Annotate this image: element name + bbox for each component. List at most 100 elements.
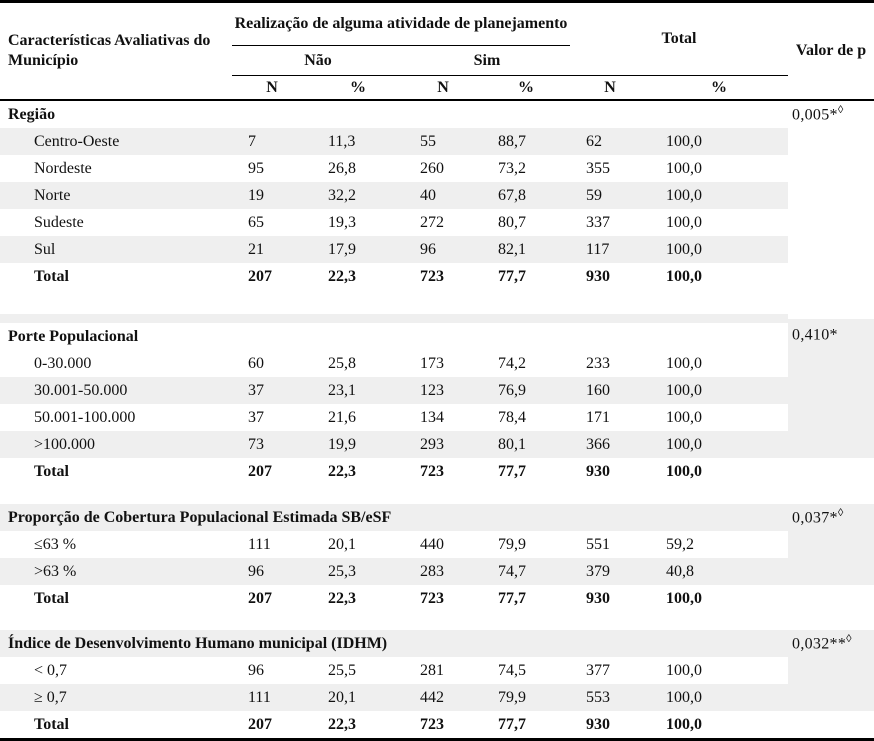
p-value-cell [788, 657, 874, 684]
cell-value: 930 [586, 267, 610, 285]
p-value: 0,005* [792, 106, 838, 124]
section-title: Região [8, 105, 56, 123]
header-row-npct: N % N % N % [0, 75, 874, 101]
table-row: >100.000 73 19,9 293 80,1 366 100,0 [0, 431, 874, 458]
p-column-header: Valor de p [788, 1, 874, 101]
cell-value: 20,1 [328, 535, 356, 553]
row-label: Total [34, 462, 69, 480]
cell-value: 62 [570, 128, 650, 155]
row-label: Norte [0, 182, 232, 209]
cell-value: 76,9 [482, 377, 570, 404]
table-row: ≥ 0,7 111 20,1 442 79,9 553 100,0 [0, 684, 874, 711]
table-row: 50.001-100.000 37 21,6 134 78,4 171 100,0 [0, 404, 874, 431]
cell-value: 95 [248, 159, 264, 177]
p-superscript: ◊ [837, 507, 844, 520]
cell-value: 100,0 [666, 661, 702, 679]
section-spacer [0, 485, 788, 504]
p-value-cell: 0,410* [788, 318, 874, 350]
cell-value: 100,0 [650, 128, 789, 155]
cell-value: 377 [586, 661, 610, 679]
cell-value: 272 [420, 213, 444, 231]
p-value: 0,410* [792, 326, 838, 344]
cell-value: 207 [248, 267, 272, 285]
p-value-cell [788, 711, 874, 740]
cell-value: 55 [404, 128, 482, 155]
p-value-cell: 0,037*◊ [788, 504, 874, 531]
table-row: >63 % 96 25,3 283 74,7 379 40,8 [0, 558, 874, 585]
pct-header: % [482, 75, 570, 101]
cell-value: 22,3 [328, 462, 356, 480]
section-spacer [0, 612, 788, 630]
cell-value: 23,1 [312, 377, 404, 404]
cell-value: 100,0 [666, 267, 702, 285]
p-value-cell: 0,032**◊ [788, 630, 874, 657]
cell-value: 65 [248, 213, 264, 231]
cell-value: 96 [248, 661, 264, 679]
table-row: Sul 21 17,9 96 82,1 117 100,0 [0, 236, 874, 263]
cell-value: 207 [248, 589, 272, 607]
row-label: Total [34, 267, 69, 285]
row-label: >100.000 [0, 431, 232, 458]
spacer-strip [0, 290, 789, 323]
section-spacer-row [0, 290, 874, 323]
total-row: Total 207 22,3 723 77,7 930 100,0 [0, 585, 874, 612]
row-label: Total [34, 715, 69, 733]
row-label: Nordeste [34, 159, 92, 177]
cell-value: 67,8 [482, 182, 570, 209]
row-label: Sul [0, 236, 232, 263]
cell-value: 77,7 [498, 589, 526, 607]
cell-value: 283 [404, 558, 482, 585]
cell-value: 59,2 [666, 535, 694, 553]
section-spacer-row [0, 485, 874, 504]
cell-value: 337 [586, 213, 610, 231]
cell-value: 379 [570, 558, 650, 585]
cell-value: 96 [232, 558, 312, 585]
cell-value: 930 [586, 589, 610, 607]
cell-value: 37 [248, 408, 264, 426]
cell-value: 100,0 [650, 182, 789, 209]
row-label: 50.001-100.000 [34, 408, 136, 426]
p-value-cell [788, 209, 874, 236]
header-row-groups: Características Avaliativas do Município… [0, 1, 874, 101]
section-header-row: Proporção de Cobertura Populacional Esti… [0, 504, 874, 531]
p-value-cell [788, 404, 874, 431]
yes-column-header: Sim [404, 45, 570, 76]
cell-value: 40,8 [650, 558, 789, 585]
cell-value: 111 [248, 535, 271, 553]
cell-value: 281 [420, 661, 444, 679]
row-label: Total [34, 589, 69, 607]
cell-value: 100,0 [666, 408, 702, 426]
table-row: Norte 19 32,2 40 67,8 59 100,0 [0, 182, 874, 209]
section-title: Proporção de Cobertura Populacional Esti… [0, 504, 789, 531]
cell-value: 173 [420, 354, 444, 372]
cell-value: 26,8 [328, 159, 356, 177]
cell-value: 25,3 [312, 558, 404, 585]
pct-header: % [312, 75, 404, 101]
cell-value: 723 [420, 715, 444, 733]
cell-value: 293 [404, 431, 482, 458]
cell-value: 74,7 [482, 558, 570, 585]
cell-value: 260 [420, 159, 444, 177]
cell-value: 25,5 [328, 661, 356, 679]
p-value-cell [788, 684, 874, 711]
cell-value: 82,1 [482, 236, 570, 263]
table-row: < 0,7 96 25,5 281 74,5 377 100,0 [0, 657, 874, 684]
table-row: ≤63 % 111 20,1 440 79,9 551 59,2 [0, 531, 874, 558]
n-header: N [232, 75, 312, 101]
cell-value: 100,0 [650, 236, 789, 263]
cell-value: 74,5 [498, 661, 526, 679]
cell-value: 21 [232, 236, 312, 263]
cell-value: 553 [570, 684, 650, 711]
p-value-cell [788, 431, 874, 458]
cell-value: 73,2 [498, 159, 526, 177]
row-label: ≤63 % [34, 535, 77, 553]
section-header-row: Índice de Desenvolvimento Humano municip… [0, 630, 874, 657]
cell-value: 111 [232, 684, 312, 711]
row-label: < 0,7 [34, 661, 68, 679]
cell-value: 74,2 [498, 354, 526, 372]
n-header: N [570, 75, 650, 101]
cell-value: 207 [248, 462, 272, 480]
no-column-header: Não [232, 45, 404, 76]
p-superscript: ◊ [837, 104, 844, 117]
cell-value: 100,0 [666, 462, 702, 480]
